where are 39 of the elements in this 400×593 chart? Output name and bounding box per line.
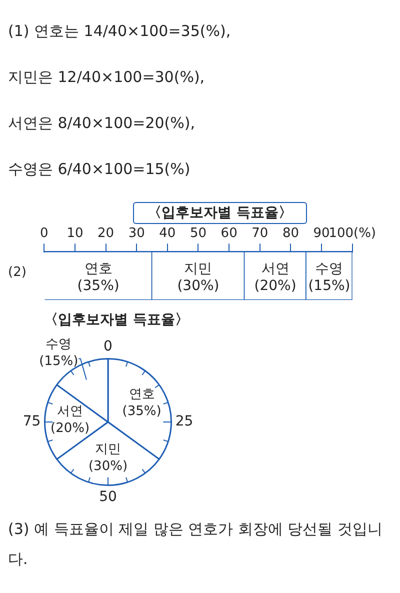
text: 50 bbox=[99, 488, 117, 505]
text: 수영은 6/40×100=15(%) bbox=[8, 160, 190, 178]
chart-title: 〈입후보자별 득표율〉 bbox=[43, 311, 190, 330]
data-label: (15%) bbox=[308, 278, 350, 294]
data-label: (15%) bbox=[39, 354, 78, 369]
data-label: (30%) bbox=[177, 278, 220, 294]
x-tick-label: 40 bbox=[159, 226, 176, 242]
text: 지민은 12/40×100=30(%), bbox=[8, 68, 205, 86]
x-tick-label: 90 bbox=[313, 226, 330, 242]
series-label: 서연 bbox=[261, 260, 290, 277]
slice-label: 서연 bbox=[57, 404, 84, 419]
series-label: 지민 bbox=[184, 260, 212, 277]
series-label: 수영 bbox=[315, 260, 344, 277]
data-label: (20%) bbox=[254, 278, 296, 294]
slice-label: 지민 bbox=[95, 442, 121, 457]
text: 서연은 8/40×100=20(%), bbox=[8, 114, 196, 132]
slice-label: 수영 bbox=[46, 336, 72, 352]
text: 75 bbox=[22, 414, 41, 430]
text: 25 bbox=[175, 414, 194, 430]
x-tick-label: 20 bbox=[98, 226, 114, 242]
data-label: (35%) bbox=[122, 404, 162, 419]
legend-label: 연호 bbox=[128, 386, 155, 402]
x-tick-label: 70 bbox=[252, 226, 268, 242]
chart-title: 〈입후보자별 득표율〉 bbox=[132, 202, 308, 224]
data-label: (30%) bbox=[88, 458, 128, 474]
data-label: (35%) bbox=[77, 278, 120, 294]
series-label: 연호 bbox=[84, 260, 112, 277]
x-tick-label: 10 bbox=[66, 226, 84, 242]
x-tick-label: 80 bbox=[282, 226, 299, 242]
x-tick-label: 50 bbox=[190, 226, 207, 242]
x-tick-label: 100(%) bbox=[328, 226, 376, 242]
x-tick-label: 60 bbox=[220, 226, 238, 242]
text: (3) 예 득표율이 제일 많은 연호가 회장에 당선될 것입니다. bbox=[8, 519, 384, 570]
x-tick-label: 0 bbox=[40, 226, 48, 242]
text: (2) bbox=[8, 265, 28, 282]
data-label: (20%) bbox=[50, 421, 90, 436]
x-tick-label: 30 bbox=[128, 226, 145, 242]
text: (1) 연호는 14/40×100=35(%), bbox=[8, 22, 231, 40]
text: 0 bbox=[104, 338, 112, 354]
